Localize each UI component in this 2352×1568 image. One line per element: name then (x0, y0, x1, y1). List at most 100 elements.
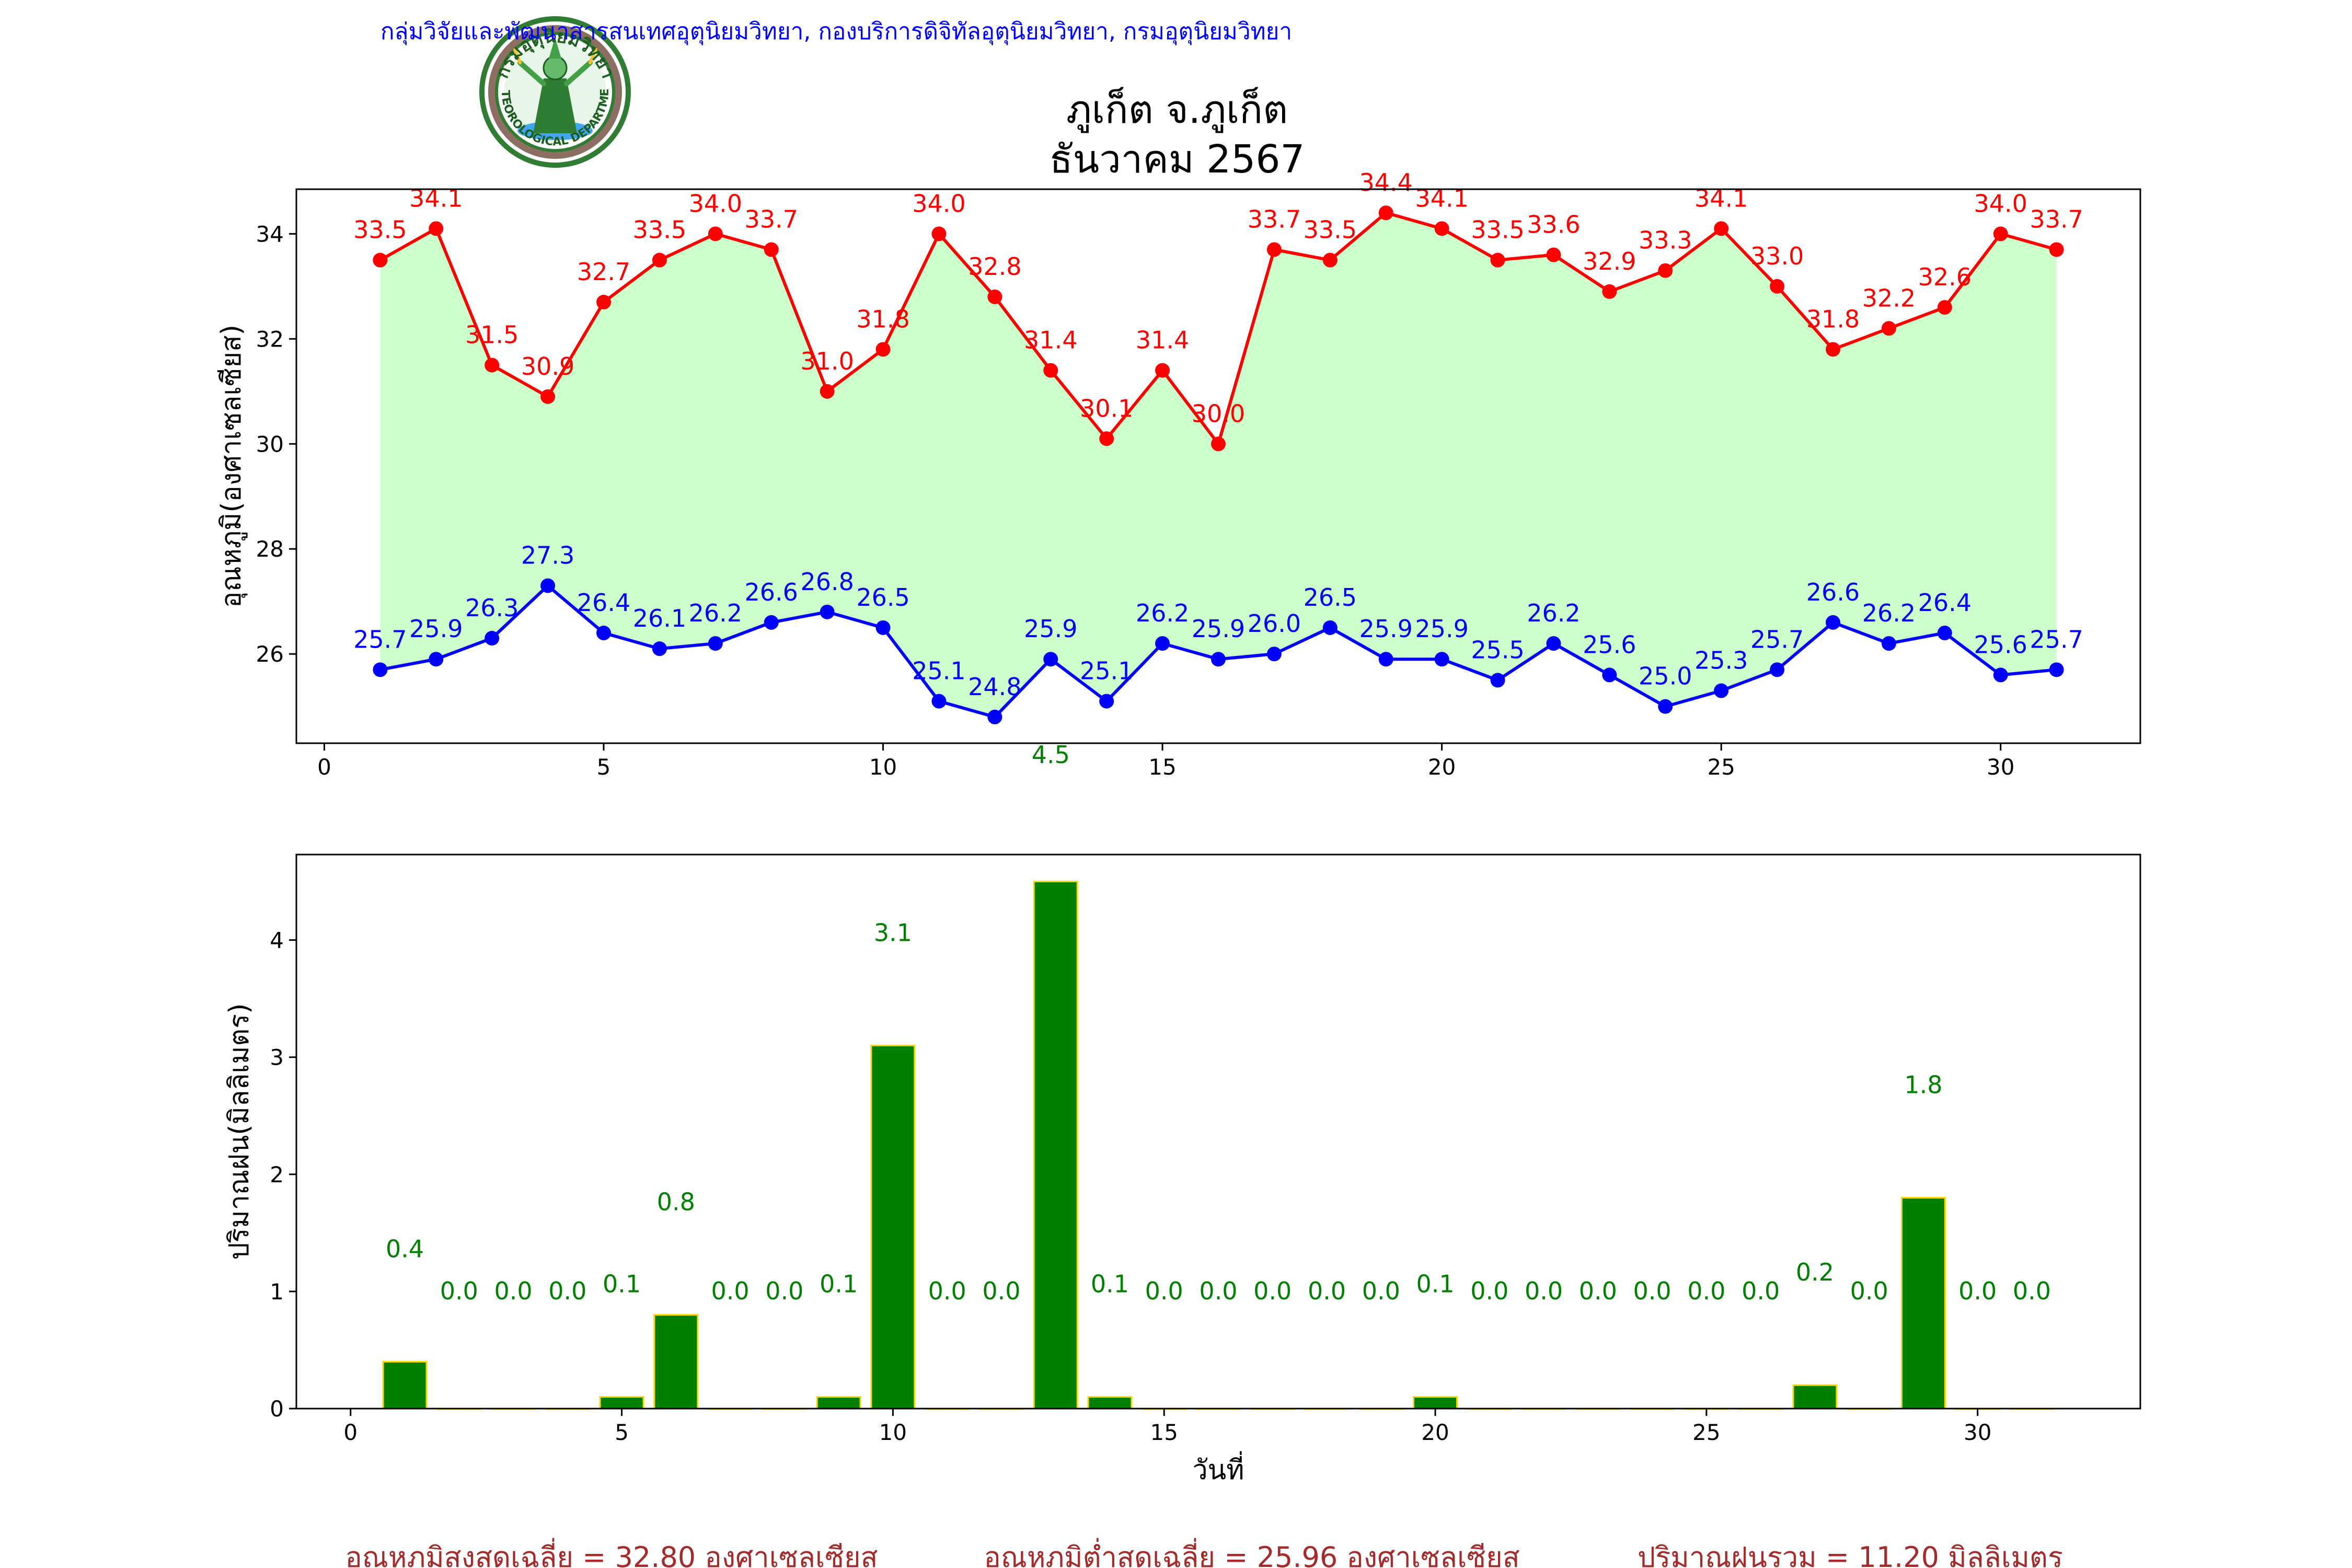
tmin-value-label: 25.0 (1639, 662, 1692, 690)
tmin-value-label: 26.2 (1136, 599, 1189, 627)
tmin-point (820, 604, 835, 619)
tmax-point (652, 252, 667, 268)
tmax-value-label: 33.5 (1304, 216, 1357, 244)
tmax-point (1378, 205, 1393, 221)
tmax-point (1658, 263, 1673, 278)
tmax-point (540, 389, 556, 404)
tmax-point (708, 226, 723, 241)
temperature-axes-frame (295, 188, 2141, 744)
tmin-point (485, 631, 500, 646)
tmax-point (1881, 321, 1896, 336)
rainfall-axis-label: ปริมาณฝน(มิลลิเมตร) (224, 1003, 255, 1260)
tmax-value-label: 33.0 (1750, 242, 1804, 270)
temperature-axis-label: อุณหภูมิ(องศาเซลเซียส) (216, 325, 248, 608)
tmin-value-label: 25.9 (1024, 615, 1077, 643)
temperature-x-tick-label: 30 (1987, 754, 2014, 780)
rainfall-y-tick-label: 0 (270, 1396, 284, 1422)
tmax-value-label: 33.5 (353, 216, 407, 244)
tmax-value-label: 32.6 (1918, 263, 1971, 291)
rainfall-y-tick-label: 2 (270, 1162, 284, 1187)
rainfall-bar (1792, 1384, 1838, 1410)
tmax-point (820, 384, 835, 399)
temperature-x-tick-label: 20 (1428, 754, 1456, 780)
tmax-point (1099, 431, 1114, 446)
tmin-point (1155, 636, 1170, 651)
rainfall-bar (599, 1396, 644, 1410)
temperature-x-tick-label: 15 (1148, 754, 1176, 780)
tmin-value-label: 25.9 (409, 615, 463, 643)
tmin-point (540, 578, 556, 593)
rainfall-value-label: 0.4 (386, 1235, 424, 1263)
chart-title-month: ธันวาคม 2567 (1050, 137, 1305, 182)
tmax-value-label: 33.7 (2030, 205, 2083, 234)
tmax-point (373, 252, 388, 268)
rainfall-value-label: 0.0 (1145, 1277, 1183, 1305)
tmin-point (1266, 647, 1282, 662)
tmin-point (1714, 683, 1729, 698)
tmin-value-label: 26.5 (1304, 583, 1357, 612)
tmin-point (764, 615, 779, 630)
footer-average-max-temp: อุณหภูมิสูงสุดเฉลี่ย = 32.80 องศาเซลเซีย… (345, 1538, 878, 1568)
tmin-value-label: 26.0 (1248, 609, 1301, 638)
rainfall-value-label: 0.0 (2013, 1277, 2051, 1305)
tmax-value-label: 32.7 (577, 258, 630, 286)
tmin-point (1770, 662, 1785, 677)
rainfall-y-ticks: 0 1 2 3 4 (270, 928, 296, 1422)
rainfall-value-label: 0.1 (1416, 1270, 1454, 1298)
tmin-value-label: 26.2 (689, 599, 742, 627)
rainfall-value-label: 0.1 (603, 1270, 641, 1298)
tmax-point (1770, 279, 1785, 294)
rainfall-chart: 0.4 0.0 0.0 0.0 0.1 0.8 0.0 0.0 0.1 3.1 0.0 0.0 0.1 0… (224, 854, 2141, 1486)
rainfall-y-tick-label: 1 (270, 1279, 284, 1305)
rainfall-bars (382, 881, 2055, 1410)
tmin-point (1546, 636, 1561, 651)
rainfall-value-label: 0.0 (1850, 1277, 1888, 1305)
rainfall-value-label: 0.0 (1253, 1277, 1292, 1305)
tmin-value-label: 26.3 (465, 594, 518, 622)
tmax-point (1211, 436, 1226, 452)
tmin-point (429, 652, 444, 667)
tmax-value-label: 33.5 (1471, 216, 1524, 244)
tmax-value-label: 34.1 (1415, 184, 1468, 212)
tmax-point (2049, 242, 2064, 257)
rainfall-bar (1413, 1396, 1458, 1410)
rainfall-bar (816, 1396, 861, 1410)
tmin-point (1322, 620, 1338, 635)
rainfall-data-labels: 0.4 0.0 0.0 0.0 0.1 0.8 0.0 0.0 0.1 3.1 0.0 0.0 0.1 0… (386, 918, 2051, 1305)
chart-title-station: ภูเก็ต จ.ภูเก็ต (1066, 87, 1288, 133)
rainfall-value-label: 0.0 (982, 1277, 1020, 1305)
temperature-y-tick-label: 28 (256, 536, 284, 562)
tmax-value-label: 31.8 (856, 305, 909, 333)
tmax-value-label: 33.3 (1639, 226, 1692, 255)
tmax-value-label: 34.0 (689, 189, 742, 217)
tmin-point (1490, 673, 1505, 688)
rainfall-bar (382, 1361, 428, 1410)
tmin-value-label: 27.3 (521, 541, 574, 570)
rainfall-value-label: 0.0 (1742, 1277, 1780, 1305)
temperature-chart: 33.534.131.530.932.733.534.033.731.031.8… (216, 168, 2141, 780)
tmax-point (1266, 242, 1282, 257)
rainfall-value-label: 0.0 (1470, 1277, 1508, 1305)
rainfall-value-label: 0.0 (1633, 1277, 1671, 1305)
tmin-point (1043, 652, 1058, 667)
rainfall-x-tick-label: 15 (1150, 1420, 1178, 1445)
rainfall-value-label: 0.0 (711, 1277, 750, 1305)
rainfall-value-label: 0.0 (1687, 1277, 1725, 1305)
tmin-value-label: 26.2 (1862, 599, 1916, 627)
rainfall-value-label: 0.8 (657, 1188, 695, 1216)
rainfall-value-label: 0.0 (548, 1277, 586, 1305)
tmax-value-label: 34.0 (1974, 189, 2027, 217)
tmax-point (875, 342, 891, 357)
footer-total-rainfall: ปริมาณฝนรวม = 11.20 มิลลิเมตร (1638, 1541, 2063, 1568)
tmin-point (875, 620, 891, 635)
rainfall-value-label: 0.1 (1091, 1270, 1129, 1298)
deity-emblem-icon (513, 38, 597, 140)
rainfall-bar (653, 1314, 699, 1410)
tmin-point (1881, 636, 1896, 651)
tmax-point (596, 295, 611, 310)
tmin-value-label: 26.5 (856, 583, 909, 612)
rainfall-x-tick-label: 30 (1964, 1420, 1991, 1445)
tmax-point (764, 242, 779, 257)
temperature-y-ticks: 26 28 30 32 34 (256, 221, 296, 667)
